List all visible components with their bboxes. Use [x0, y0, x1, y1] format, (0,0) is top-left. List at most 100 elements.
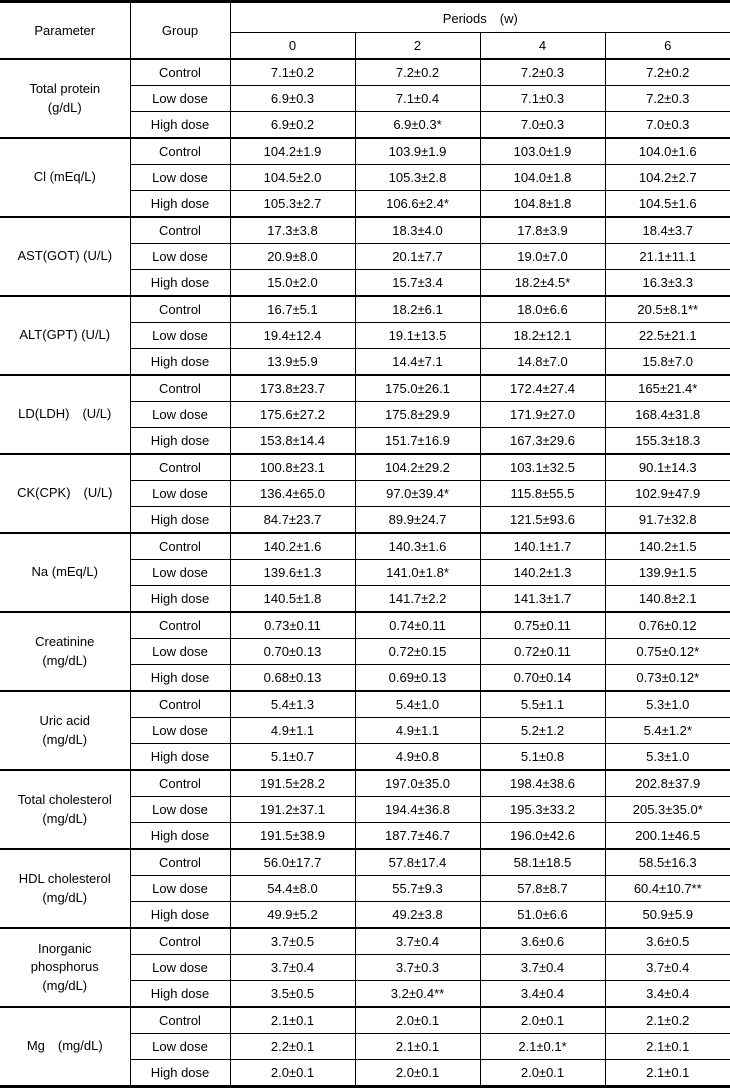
value-cell: 0.70±0.13: [230, 639, 355, 665]
value-cell: 104.0±1.8: [480, 165, 605, 191]
group-cell: Control: [130, 217, 230, 244]
value-cell: 0.69±0.13: [355, 665, 480, 692]
value-cell: 56.0±17.7: [230, 849, 355, 876]
value-cell: 151.7±16.9: [355, 428, 480, 455]
value-cell: 3.7±0.4: [355, 928, 480, 955]
value-cell: 7.2±0.3: [605, 86, 730, 112]
value-cell: 19.0±7.0: [480, 244, 605, 270]
value-cell: 0.75±0.11: [480, 612, 605, 639]
value-cell: 0.68±0.13: [230, 665, 355, 692]
group-cell: Low dose: [130, 244, 230, 270]
group-cell: High dose: [130, 191, 230, 218]
value-cell: 2.1±0.1: [605, 1060, 730, 1087]
value-cell: 89.9±24.7: [355, 507, 480, 534]
group-cell: Control: [130, 849, 230, 876]
value-cell: 105.3±2.7: [230, 191, 355, 218]
value-cell: 121.5±93.6: [480, 507, 605, 534]
value-cell: 17.3±3.8: [230, 217, 355, 244]
group-cell: Control: [130, 138, 230, 165]
value-cell: 5.1±0.7: [230, 744, 355, 771]
group-cell: High dose: [130, 349, 230, 376]
value-cell: 139.9±1.5: [605, 560, 730, 586]
group-cell: Low dose: [130, 481, 230, 507]
parameter-cell: Total cholesterol(mg/dL): [0, 770, 130, 849]
group-cell: High dose: [130, 665, 230, 692]
value-cell: 195.3±33.2: [480, 797, 605, 823]
group-cell: Low dose: [130, 718, 230, 744]
value-cell: 4.9±1.1: [230, 718, 355, 744]
value-cell: 194.4±36.8: [355, 797, 480, 823]
group-cell: High dose: [130, 270, 230, 297]
value-cell: 173.8±23.7: [230, 375, 355, 402]
value-cell: 20.9±8.0: [230, 244, 355, 270]
value-cell: 104.8±1.8: [480, 191, 605, 218]
group-cell: High dose: [130, 428, 230, 455]
parameter-cell: Uric acid(mg/dL): [0, 691, 130, 770]
parameter-cell: LD(LDH) (U/L): [0, 375, 130, 454]
value-cell: 191.2±37.1: [230, 797, 355, 823]
value-cell: 5.3±1.0: [605, 744, 730, 771]
value-cell: 2.1±0.1: [355, 1034, 480, 1060]
value-cell: 103.1±32.5: [480, 454, 605, 481]
value-cell: 171.9±27.0: [480, 402, 605, 428]
value-cell: 22.5±21.1: [605, 323, 730, 349]
value-cell: 2.0±0.1: [480, 1060, 605, 1087]
value-cell: 200.1±46.5: [605, 823, 730, 850]
value-cell: 165±21.4*: [605, 375, 730, 402]
value-cell: 7.2±0.2: [605, 59, 730, 86]
table-row: AST(GOT) (U/L)Control17.3±3.818.3±4.017.…: [0, 217, 730, 244]
value-cell: 18.4±3.7: [605, 217, 730, 244]
value-cell: 102.9±47.9: [605, 481, 730, 507]
table-row: CK(CPK) (U/L)Control100.8±23.1104.2±29.2…: [0, 454, 730, 481]
table-row: Creatinine(mg/dL)Control0.73±0.110.74±0.…: [0, 612, 730, 639]
value-cell: 104.0±1.6: [605, 138, 730, 165]
value-cell: 7.0±0.3: [605, 112, 730, 139]
table-row: HDL cholesterol(mg/dL)Control56.0±17.757…: [0, 849, 730, 876]
value-cell: 141.3±1.7: [480, 586, 605, 613]
value-cell: 15.8±7.0: [605, 349, 730, 376]
value-cell: 49.2±3.8: [355, 902, 480, 929]
value-cell: 106.6±2.4*: [355, 191, 480, 218]
header-group: Group: [130, 2, 230, 60]
value-cell: 6.9±0.3: [230, 86, 355, 112]
value-cell: 139.6±1.3: [230, 560, 355, 586]
parameter-cell: AST(GOT) (U/L): [0, 217, 130, 296]
value-cell: 5.4±1.0: [355, 691, 480, 718]
value-cell: 104.5±2.0: [230, 165, 355, 191]
value-cell: 140.2±1.6: [230, 533, 355, 560]
table-row: ALT(GPT) (U/L)Control16.7±5.118.2±6.118.…: [0, 296, 730, 323]
value-cell: 3.7±0.5: [230, 928, 355, 955]
value-cell: 115.8±55.5: [480, 481, 605, 507]
value-cell: 18.3±4.0: [355, 217, 480, 244]
value-cell: 3.6±0.5: [605, 928, 730, 955]
table-header: Parameter Group Periods (w) 0 2 4 6: [0, 2, 730, 60]
value-cell: 4.9±0.8: [355, 744, 480, 771]
group-cell: Low dose: [130, 165, 230, 191]
value-cell: 104.2±2.7: [605, 165, 730, 191]
group-cell: Control: [130, 691, 230, 718]
value-cell: 91.7±32.8: [605, 507, 730, 534]
parameter-cell: ALT(GPT) (U/L): [0, 296, 130, 375]
group-cell: High dose: [130, 507, 230, 534]
value-cell: 16.3±3.3: [605, 270, 730, 297]
value-cell: 140.2±1.5: [605, 533, 730, 560]
value-cell: 167.3±29.6: [480, 428, 605, 455]
value-cell: 3.4±0.4: [480, 981, 605, 1008]
parameter-cell: CK(CPK) (U/L): [0, 454, 130, 533]
value-cell: 20.5±8.1**: [605, 296, 730, 323]
value-cell: 104.5±1.6: [605, 191, 730, 218]
header-parameter: Parameter: [0, 2, 130, 60]
value-cell: 60.4±10.7**: [605, 876, 730, 902]
value-cell: 104.2±29.2: [355, 454, 480, 481]
value-cell: 50.9±5.9: [605, 902, 730, 929]
header-col-0: 0: [230, 33, 355, 60]
value-cell: 6.9±0.2: [230, 112, 355, 139]
value-cell: 3.7±0.3: [355, 955, 480, 981]
value-cell: 141.0±1.8*: [355, 560, 480, 586]
group-cell: Control: [130, 612, 230, 639]
table-row: Total cholesterol(mg/dL)Control191.5±28.…: [0, 770, 730, 797]
value-cell: 20.1±7.7: [355, 244, 480, 270]
value-cell: 0.74±0.11: [355, 612, 480, 639]
value-cell: 17.8±3.9: [480, 217, 605, 244]
value-cell: 14.8±7.0: [480, 349, 605, 376]
